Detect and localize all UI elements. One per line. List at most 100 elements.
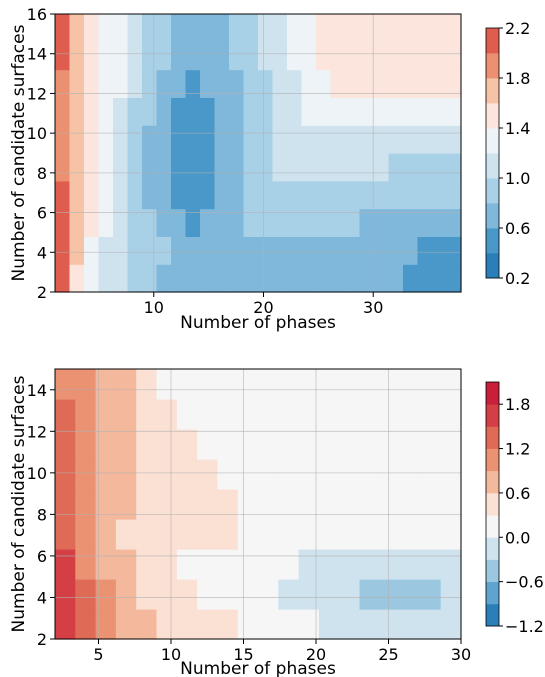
contour-cell (98, 14, 114, 43)
contour-cell (200, 180, 216, 210)
contour-cell (446, 41, 462, 71)
colorbar-frame (485, 27, 500, 279)
contour-cell (55, 429, 76, 460)
contour-cell (298, 399, 320, 430)
contour-cell (55, 41, 71, 71)
contour-cell (156, 459, 178, 490)
contour-cell (156, 208, 172, 237)
contour-cell (440, 579, 462, 610)
contour-cell (95, 429, 117, 460)
contour-cell (316, 69, 332, 98)
colorbar-tick-label: 1.4 (505, 119, 530, 138)
contour-cell (127, 41, 143, 71)
contour-cell (272, 208, 288, 237)
contour-cell (417, 236, 433, 265)
contour-cell (113, 125, 129, 154)
contour-cell (185, 41, 201, 71)
contour-cell (417, 125, 433, 154)
contour-cell (75, 549, 97, 580)
contour-cell (278, 549, 300, 580)
contour-cell (84, 180, 100, 210)
contour-cell (440, 609, 462, 640)
contour-cell (115, 429, 137, 460)
contour-cell (374, 236, 390, 265)
contour-cell (301, 41, 317, 71)
contour-cell (98, 180, 114, 210)
colorbar-segment (486, 448, 499, 472)
colorbar-tick-label: 1.0 (505, 169, 530, 188)
plot-frame (54, 13, 462, 293)
contour-cell (388, 264, 404, 293)
colorbar-tick-label: 0.6 (505, 219, 530, 238)
contour-cell (156, 97, 172, 126)
contour-cell (278, 609, 300, 640)
contour-cell (185, 264, 201, 293)
contour-cell (197, 519, 218, 550)
contour-cell (113, 97, 129, 126)
contour-cell (420, 399, 442, 430)
contour-cell (95, 399, 117, 430)
contour-cell (136, 399, 158, 430)
contour-cell (330, 69, 346, 98)
contour-cell (298, 489, 320, 520)
contour-cell (287, 125, 303, 154)
contour-cell (345, 41, 361, 71)
contour-cell (115, 369, 137, 400)
contour-cell (217, 429, 239, 460)
contour-cell (420, 489, 442, 520)
contour-cell (345, 264, 361, 293)
chart-1: 10 20 30 2 4 6 8 10 12 14 16 Number of phases Number… (9, 5, 530, 333)
contour-cell (388, 97, 404, 126)
y-axis-label: Number of candidate surfaces (9, 24, 29, 281)
contour-cell (345, 14, 361, 43)
contour-cell (84, 208, 100, 237)
contour-cell (359, 97, 375, 126)
x-tick-label: 20 (306, 645, 326, 664)
contour-cell (136, 609, 158, 640)
contour-cell (420, 519, 442, 550)
contour-cell (403, 264, 419, 293)
contour-cell (420, 579, 442, 610)
contour-cell (374, 97, 390, 126)
contour-cell (440, 459, 462, 490)
contour-cell (287, 153, 303, 182)
contour-cell (237, 459, 259, 490)
contour-cell (359, 489, 381, 520)
contour-cell (237, 519, 259, 550)
contour-cell (258, 459, 279, 490)
contour-cell (214, 180, 230, 210)
contour-cell (69, 264, 85, 293)
contour-cell (388, 125, 404, 154)
contour-cell (243, 125, 259, 154)
y-tick-label: 12 (27, 422, 47, 441)
contour-cell (298, 549, 320, 580)
contour-cell (237, 369, 259, 400)
contour-cell (156, 369, 178, 400)
contour-cell (417, 97, 433, 126)
contour-cell (258, 399, 279, 430)
contour-cell (171, 69, 187, 98)
contour-cell (339, 609, 361, 640)
contour-cell (237, 609, 259, 640)
contour-cell (278, 399, 300, 430)
contour-cell (156, 180, 172, 210)
contour-cell (84, 69, 100, 98)
contour-cell (98, 236, 114, 265)
contour-cell (75, 399, 97, 430)
contour-cell (318, 429, 340, 460)
contour-cell (432, 69, 448, 98)
contour-cell (432, 180, 448, 210)
contour-cell (200, 14, 216, 43)
contour-cell (171, 125, 187, 154)
contour-cell (176, 579, 198, 610)
contour-cell (142, 264, 158, 293)
y-tick-label: 6 (37, 204, 47, 223)
contour-cell (446, 125, 462, 154)
contour-cell (171, 236, 187, 265)
contour-cell (298, 579, 320, 610)
contour-cell (258, 369, 279, 400)
contour-cell (420, 429, 442, 460)
colorbar-tick-label: 1.8 (505, 395, 530, 414)
contour-cell (359, 14, 375, 43)
contour-cell (243, 180, 259, 210)
